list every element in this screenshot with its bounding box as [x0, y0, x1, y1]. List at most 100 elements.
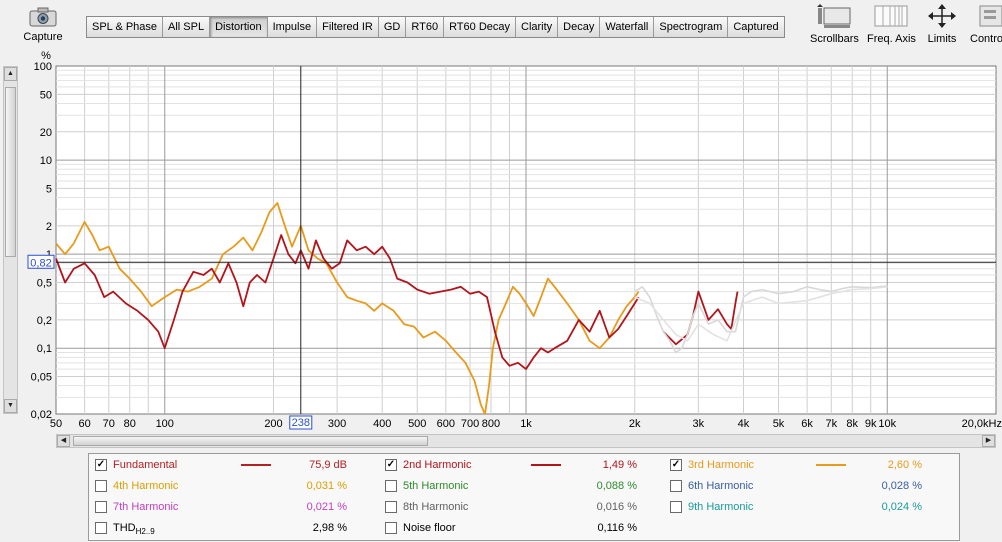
x-tick-label: 50: [50, 418, 62, 430]
legend-name: 6th Harmonic: [688, 480, 753, 492]
limits-arrows-icon: [928, 4, 956, 28]
tab-rt60[interactable]: RT60: [406, 17, 445, 37]
y-tick-label: 2: [46, 221, 52, 233]
legend-item-9th-harmonic: 9th Harmonic 0,024 %: [664, 498, 954, 516]
noise-floor-checkbox[interactable]: [385, 522, 397, 534]
legend-name: THDH2..9: [113, 522, 155, 536]
scrollbars-button[interactable]: Scrollbars: [810, 4, 859, 45]
legend-name: 8th Harmonic: [403, 501, 468, 513]
legend-item-7th-harmonic: 7th Harmonic 0,021 %: [89, 498, 379, 516]
capture-button[interactable]: Capture: [18, 4, 68, 43]
legend-panel: ✓ Fundamental 75,9 dB ✓ 2nd Harmonic 1,49 % ✓ 3…: [88, 453, 960, 541]
3rd-harmonic-value: 2,60 %: [887, 459, 922, 471]
vertical-scroll-thumb[interactable]: [5, 87, 16, 257]
y-tick-label: 100: [34, 61, 52, 73]
legend-item-4th-harmonic: 4th Harmonic 0,031 %: [89, 477, 379, 495]
x-tick-label: 500: [408, 418, 426, 430]
legend-row: 4th Harmonic 0,031 % 5th Harmonic 0,088 % 6t…: [89, 477, 959, 495]
4th-harmonic-value: 0,031 %: [306, 480, 347, 492]
freq-axis-icon: [874, 5, 908, 27]
y-tick-label: 10: [40, 155, 52, 167]
series-line-upper-range-light-2[interactable]: [634, 286, 888, 342]
legend-item-noise-floor: Noise floor 0,116 %: [379, 519, 669, 537]
noise-floor-value: 0,116 %: [597, 522, 637, 534]
legend-item-5th-harmonic: 5th Harmonic 0,088 %: [379, 477, 669, 495]
8th-harmonic-checkbox[interactable]: [385, 501, 397, 513]
x-tick-label: 80: [124, 418, 136, 430]
tab-spectrogram[interactable]: Spectrogram: [654, 17, 729, 37]
limits-button[interactable]: Limits: [926, 4, 958, 45]
controls-icon: [979, 5, 1002, 27]
tab-waterfall[interactable]: Waterfall: [600, 17, 655, 37]
series-line-upper-range-light[interactable]: [634, 285, 888, 354]
distortion-chart[interactable]: %1005020105210,50,20,10,050,025060708010…: [0, 44, 1002, 434]
tab-filtered-ir[interactable]: Filtered IR: [317, 17, 379, 37]
y-tick-label: 0,2: [37, 315, 52, 327]
series-line-3rd-harmonic[interactable]: [55, 202, 640, 415]
x-tick-label: 20,0kHz: [962, 418, 1002, 430]
legend-name-text: 7th Harmonic: [113, 501, 179, 513]
tab-clarity[interactable]: Clarity: [516, 17, 559, 37]
legend-item-8th-harmonic: 8th Harmonic 0,016 %: [379, 498, 669, 516]
7th-harmonic-checkbox[interactable]: [95, 501, 107, 513]
legend-item-thd: THDH2..9 2,98 %: [89, 519, 379, 537]
6th-harmonic-checkbox[interactable]: [670, 480, 682, 492]
legend-name: 7th Harmonic: [113, 501, 178, 513]
scroll-right-button[interactable]: ▶: [982, 435, 995, 447]
x-tick-label: 600: [437, 418, 455, 430]
legend-name: 4th Harmonic: [113, 480, 178, 492]
freq-axis-button[interactable]: Freq. Axis: [867, 4, 916, 45]
tab-gd[interactable]: GD: [378, 17, 407, 37]
thd-checkbox[interactable]: [95, 522, 107, 534]
legend-name-text: THD: [113, 522, 136, 534]
horizontal-scroll-thumb[interactable]: [73, 436, 428, 446]
cursor-x-readout: 238: [292, 417, 310, 429]
fundamental-value: 75,9 dB: [309, 459, 347, 471]
tab-impulse[interactable]: Impulse: [267, 17, 318, 37]
camera-icon: [29, 7, 57, 27]
3rd-harmonic-checkbox[interactable]: ✓: [670, 459, 682, 471]
x-tick-label: 4k: [738, 418, 750, 430]
tab-rt60-decay[interactable]: RT60 Decay: [444, 17, 516, 37]
tab-distortion[interactable]: Distortion: [210, 17, 268, 37]
tab-decay[interactable]: Decay: [558, 17, 601, 37]
4th-harmonic-checkbox[interactable]: [95, 480, 107, 492]
legend-row: ✓ Fundamental 75,9 dB ✓ 2nd Harmonic 1,49 % ✓ 3…: [89, 456, 959, 474]
tab-all-spl[interactable]: All SPL: [163, 17, 211, 37]
x-tick-label: 300: [328, 418, 346, 430]
vertical-scrollbar[interactable]: ▲ ▼: [3, 66, 18, 414]
5th-harmonic-value: 0,088 %: [596, 480, 637, 492]
series-line-2nd-harmonic-upper-range[interactable]: [662, 290, 739, 346]
legend-item-3rd-harmonic: ✓ 3rd Harmonic 2,60 %: [664, 456, 954, 474]
x-tick-label: 100: [156, 418, 174, 430]
2nd-harmonic-checkbox[interactable]: ✓: [385, 459, 397, 471]
legend-name: 9th Harmonic: [688, 501, 753, 513]
legend-item-6th-harmonic: 6th Harmonic 0,028 %: [664, 477, 954, 495]
legend-name-text: 6th Harmonic: [688, 480, 754, 492]
scroll-down-button[interactable]: ▼: [4, 399, 17, 413]
8th-harmonic-value: 0,016 %: [596, 501, 637, 513]
5th-harmonic-checkbox[interactable]: [385, 480, 397, 492]
x-tick-label: 200: [264, 418, 282, 430]
x-tick-label: 2k: [629, 418, 641, 430]
legend-item-2nd-harmonic: ✓ 2nd Harmonic 1,49 %: [379, 456, 669, 474]
fundamental-checkbox[interactable]: ✓: [95, 459, 107, 471]
tab-spl-phase[interactable]: SPL & Phase: [87, 17, 164, 37]
legend-row: THDH2..9 2,98 % Noise floor 0,116 %: [89, 519, 959, 537]
series-line-2nd-harmonic[interactable]: [55, 234, 640, 371]
scroll-up-button[interactable]: ▲: [4, 67, 17, 81]
thd-value: 2,98 %: [312, 522, 347, 534]
9th-harmonic-checkbox[interactable]: [670, 501, 682, 513]
y-tick-label: 0,05: [31, 372, 52, 384]
legend-name-text: Fundamental: [113, 459, 178, 471]
scroll-left-button[interactable]: ◀: [57, 435, 70, 447]
capture-label: Capture: [23, 31, 63, 43]
limits-label: Limits: [927, 33, 957, 45]
y-tick-label: 0,5: [37, 277, 52, 289]
tab-captured[interactable]: Captured: [728, 17, 784, 37]
fundamental-color-swatch: [241, 464, 271, 466]
horizontal-scrollbar[interactable]: ◀ ▶: [56, 434, 996, 448]
x-tick-label: 800: [482, 418, 500, 430]
legend-name-text: 9th Harmonic: [688, 501, 754, 513]
controls-button[interactable]: Control: [968, 4, 1002, 45]
